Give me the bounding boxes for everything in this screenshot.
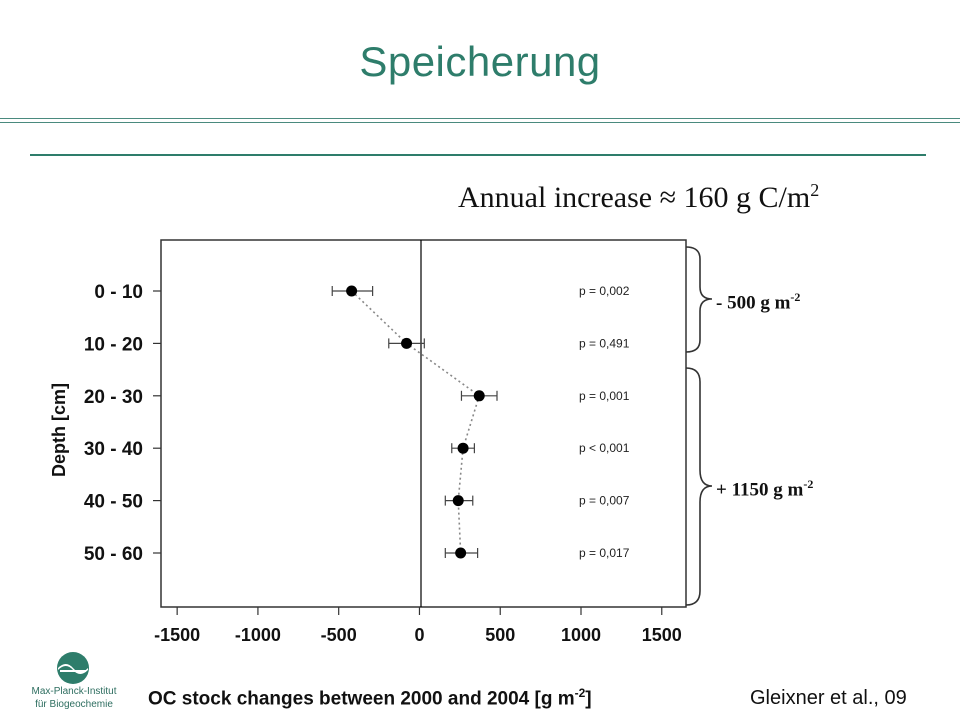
series-connector [351, 290, 481, 554]
annual-increase-text: Annual increase ≈ 160 g C/m [458, 181, 811, 214]
title-divider-top [0, 118, 960, 119]
y-axis: 0 - 10 10 - 20 20 - 30 30 - 40 40 - 50 50 - 6… [84, 282, 161, 565]
annual-increase-superscript: 2 [810, 180, 820, 200]
brace-bottom [685, 367, 713, 606]
logo-emblem-lower [60, 670, 86, 672]
p-value-label: p = 0,007 [579, 494, 630, 508]
data-point [346, 285, 358, 297]
brace-top [685, 246, 713, 353]
p-value-label: p = 0,017 [579, 546, 630, 560]
p-value-labels: p = 0,002 p = 0,491 p = 0,001 p < 0,001 p = … [579, 284, 630, 560]
p-value-label: p = 0,001 [579, 389, 630, 403]
y-tick-label: 30 - 40 [84, 439, 143, 460]
x-tick-label: -500 [321, 625, 357, 645]
series-connector-line [351, 290, 481, 554]
y-tick-label: 50 - 60 [84, 544, 143, 565]
data-points [346, 285, 485, 559]
brace-top-label-text: - 500 g m [716, 292, 791, 314]
x-axis-label-superscript: -2 [574, 686, 586, 700]
title-divider-bottom [0, 122, 960, 123]
content-divider [30, 154, 926, 156]
slide-title: Speicherung [359, 38, 601, 85]
citation: Gleixner et al., 09 [750, 687, 907, 709]
brace-bottom-label-superscript: -2 [803, 477, 814, 491]
x-tick-label: 1500 [642, 625, 682, 645]
x-tick-label: 500 [485, 625, 515, 645]
data-point [401, 337, 413, 349]
brace-top-label: - 500 g m-2 [716, 290, 800, 314]
data-point [457, 442, 469, 454]
x-axis-label: OC stock changes between 2000 and 2004 [… [148, 686, 592, 710]
error-bars [331, 286, 498, 558]
x-tick-label: 0 [414, 625, 424, 645]
y-axis-label: Depth [cm] [49, 383, 69, 477]
y-tick-label: 20 - 30 [84, 387, 143, 408]
x-tick-label: -1000 [235, 625, 281, 645]
p-value-label: p = 0,491 [579, 336, 630, 350]
p-value-label: p < 0,001 [579, 441, 630, 455]
logo-wave [58, 664, 88, 674]
x-tick-label: -1500 [154, 625, 200, 645]
x-tick-label: 1000 [561, 625, 601, 645]
x-axis-label-text: OC stock changes between 2000 and 2004 [… [148, 688, 575, 710]
x-axis-label-suffix: ] [585, 688, 592, 710]
annual-increase-label: Annual increase ≈ 160 g C/m2 [458, 180, 819, 215]
logo-institute-line2: für Biogeochemie [35, 699, 113, 710]
y-tick-label: 0 - 10 [94, 282, 143, 303]
x-axis: -1500 -1000 -500 0 500 1000 1500 [154, 607, 682, 645]
y-tick-label: 10 - 20 [84, 334, 143, 355]
brace-bottom-label-text: + 1150 g m [716, 479, 804, 501]
plot-frame [160, 239, 687, 608]
brace-bottom-label: + 1150 g m-2 [716, 477, 813, 501]
logo-institute-line1: Max-Planck-Institut [31, 686, 117, 697]
mpi-logo [57, 652, 89, 684]
data-point [473, 390, 485, 402]
y-tick-label: 40 - 50 [84, 492, 143, 513]
p-value-label: p = 0,002 [579, 284, 630, 298]
brace-top-label-superscript: -2 [790, 290, 801, 304]
data-point [452, 495, 464, 507]
data-point [455, 547, 467, 559]
